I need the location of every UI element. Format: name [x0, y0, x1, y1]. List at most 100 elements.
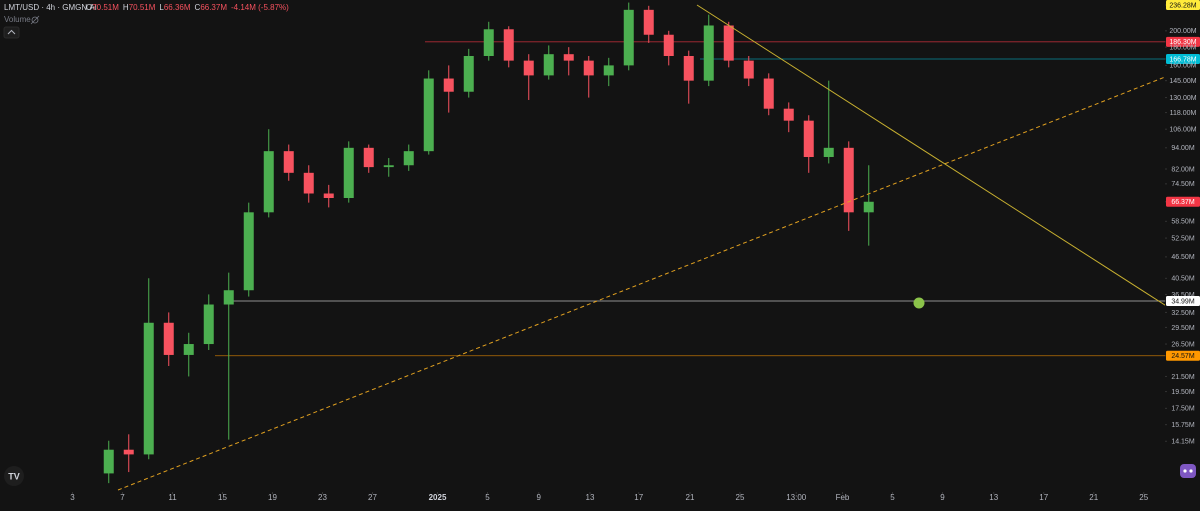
plot-area: [103, 2, 1165, 484]
symbol: LMT/USD · 4h · GMGN.AI: [4, 3, 97, 12]
price-label: 166.78M: [1169, 56, 1196, 63]
candle-body: [263, 151, 274, 213]
candle-body: [843, 147, 854, 213]
y-tick-label: 29.50M: [1171, 325, 1195, 332]
candle-body: [583, 60, 594, 76]
candle-body: [743, 60, 754, 79]
price-label-box: [1166, 350, 1200, 361]
y-tick-label: 58.50M: [1171, 219, 1195, 226]
time-axis: 3 7 11 15 19 23 27 2025 5 9 13 17 21 25 13:00 Feb 5 9 13 17…: [70, 492, 1149, 502]
candle-body: [463, 56, 474, 92]
price-label-box: [1166, 53, 1200, 64]
candle-body: [183, 344, 194, 355]
candle-body: [363, 147, 374, 168]
x-tick-label: 25: [1139, 493, 1148, 502]
x-tick-label: 13:00: [786, 493, 807, 502]
visibility-toggle[interactable]: [30, 15, 40, 25]
ohlc-key: H: [123, 3, 129, 12]
assistant-button[interactable]: [1180, 464, 1196, 478]
x-tick-label: 21: [686, 493, 695, 502]
candle-body: [163, 322, 174, 355]
ohlc-value: 66.37M: [200, 3, 227, 12]
candle-body: [723, 25, 734, 61]
y-tick-label: 82.00M: [1171, 166, 1195, 173]
candle-body: [863, 201, 874, 213]
ohlc-value: 70.51M: [129, 3, 156, 12]
candle-body: [103, 449, 114, 474]
price-axis: [1165, 0, 1200, 492]
y-tick-label: 94.00M: [1171, 145, 1195, 152]
ohlc-key: L: [159, 3, 164, 12]
change: -4.14M (-5.87%): [231, 3, 289, 12]
candle-body: [383, 165, 394, 168]
candle-body: [423, 78, 434, 152]
indicator-label: Volume: [4, 15, 31, 24]
candle-body: [683, 56, 694, 81]
candle-body: [603, 65, 614, 76]
candle-body: [323, 193, 334, 199]
candle-body: [343, 147, 354, 199]
x-tick-label: 5: [485, 493, 490, 502]
candle-body: [243, 212, 254, 291]
candle-body: [223, 290, 234, 305]
y-tick-label: 40.50M: [1171, 276, 1195, 283]
price-label-box: [1166, 0, 1200, 10]
y-tick-label: 106.00M: [1169, 127, 1196, 134]
y-tick-label: 52.50M: [1171, 235, 1195, 242]
y-tick-label: 17.50M: [1171, 406, 1195, 413]
price-label: 66.37M: [1171, 199, 1195, 206]
x-tick-label: 2025: [429, 493, 447, 502]
price-label: 186.30M: [1169, 39, 1196, 46]
y-tick-label: 180.00M: [1169, 44, 1196, 51]
candle-body: [543, 54, 554, 76]
candle-body: [483, 29, 494, 57]
candle-body: [123, 449, 134, 455]
candle-body: [443, 78, 454, 92]
candle-body: [643, 9, 654, 35]
x-tick-label: 13: [586, 493, 595, 502]
candle-body: [203, 304, 214, 345]
candle-body: [823, 147, 834, 157]
x-tick-label: 3: [70, 493, 75, 502]
x-tick-label: 17: [634, 493, 643, 502]
y-tick-label: 21.50M: [1171, 374, 1195, 381]
price-label: 236.28M: [1169, 2, 1196, 9]
x-tick-label: 15: [218, 493, 227, 502]
x-tick-label: 17: [1039, 493, 1048, 502]
x-tick-label: 27: [368, 493, 377, 502]
price-label-box: [1166, 196, 1200, 207]
price-label: 34.99M: [1171, 298, 1195, 305]
price-label: 24.57M: [1171, 353, 1195, 360]
x-tick-label: 9: [537, 493, 542, 502]
x-tick-label: 11: [168, 493, 177, 502]
candle-body: [663, 34, 674, 57]
y-tick-label: 32.50M: [1171, 310, 1195, 317]
ohlc-key: O: [86, 3, 92, 12]
y-tick-label: 118.00M: [1170, 110, 1197, 117]
candle-body: [503, 29, 514, 61]
price-label-box: [1166, 36, 1200, 47]
tv-logo[interactable]: TV: [4, 466, 24, 486]
x-tick-label: 23: [318, 493, 327, 502]
candle-body: [803, 120, 814, 157]
collapse-button[interactable]: [3, 26, 20, 39]
x-tick-label: 13: [989, 493, 998, 502]
y-tick-label: 130.00M: [1169, 95, 1196, 102]
ohlc: O70.51M H70.51M L66.36M C66.37M -4.14M (-5.8…: [86, 3, 289, 12]
svg-text:TV: TV: [8, 471, 20, 481]
x-tick-label: 21: [1089, 493, 1098, 502]
y-tick-label: 160.00M: [1169, 63, 1196, 70]
header: LMT/USD · 4h · GMGN.AI O70.51M H70.51M L66…: [3, 3, 289, 39]
candle-body: [403, 151, 414, 166]
y-tick-label: 14.15M: [1171, 439, 1195, 446]
x-tick-label: 9: [940, 493, 945, 502]
marker-dot: [913, 297, 925, 309]
y-tick-label: 200.00M: [1169, 28, 1196, 35]
y-tick-label: 19.50M: [1171, 389, 1195, 396]
x-tick-label: 7: [120, 493, 125, 502]
candle-body: [763, 78, 774, 109]
